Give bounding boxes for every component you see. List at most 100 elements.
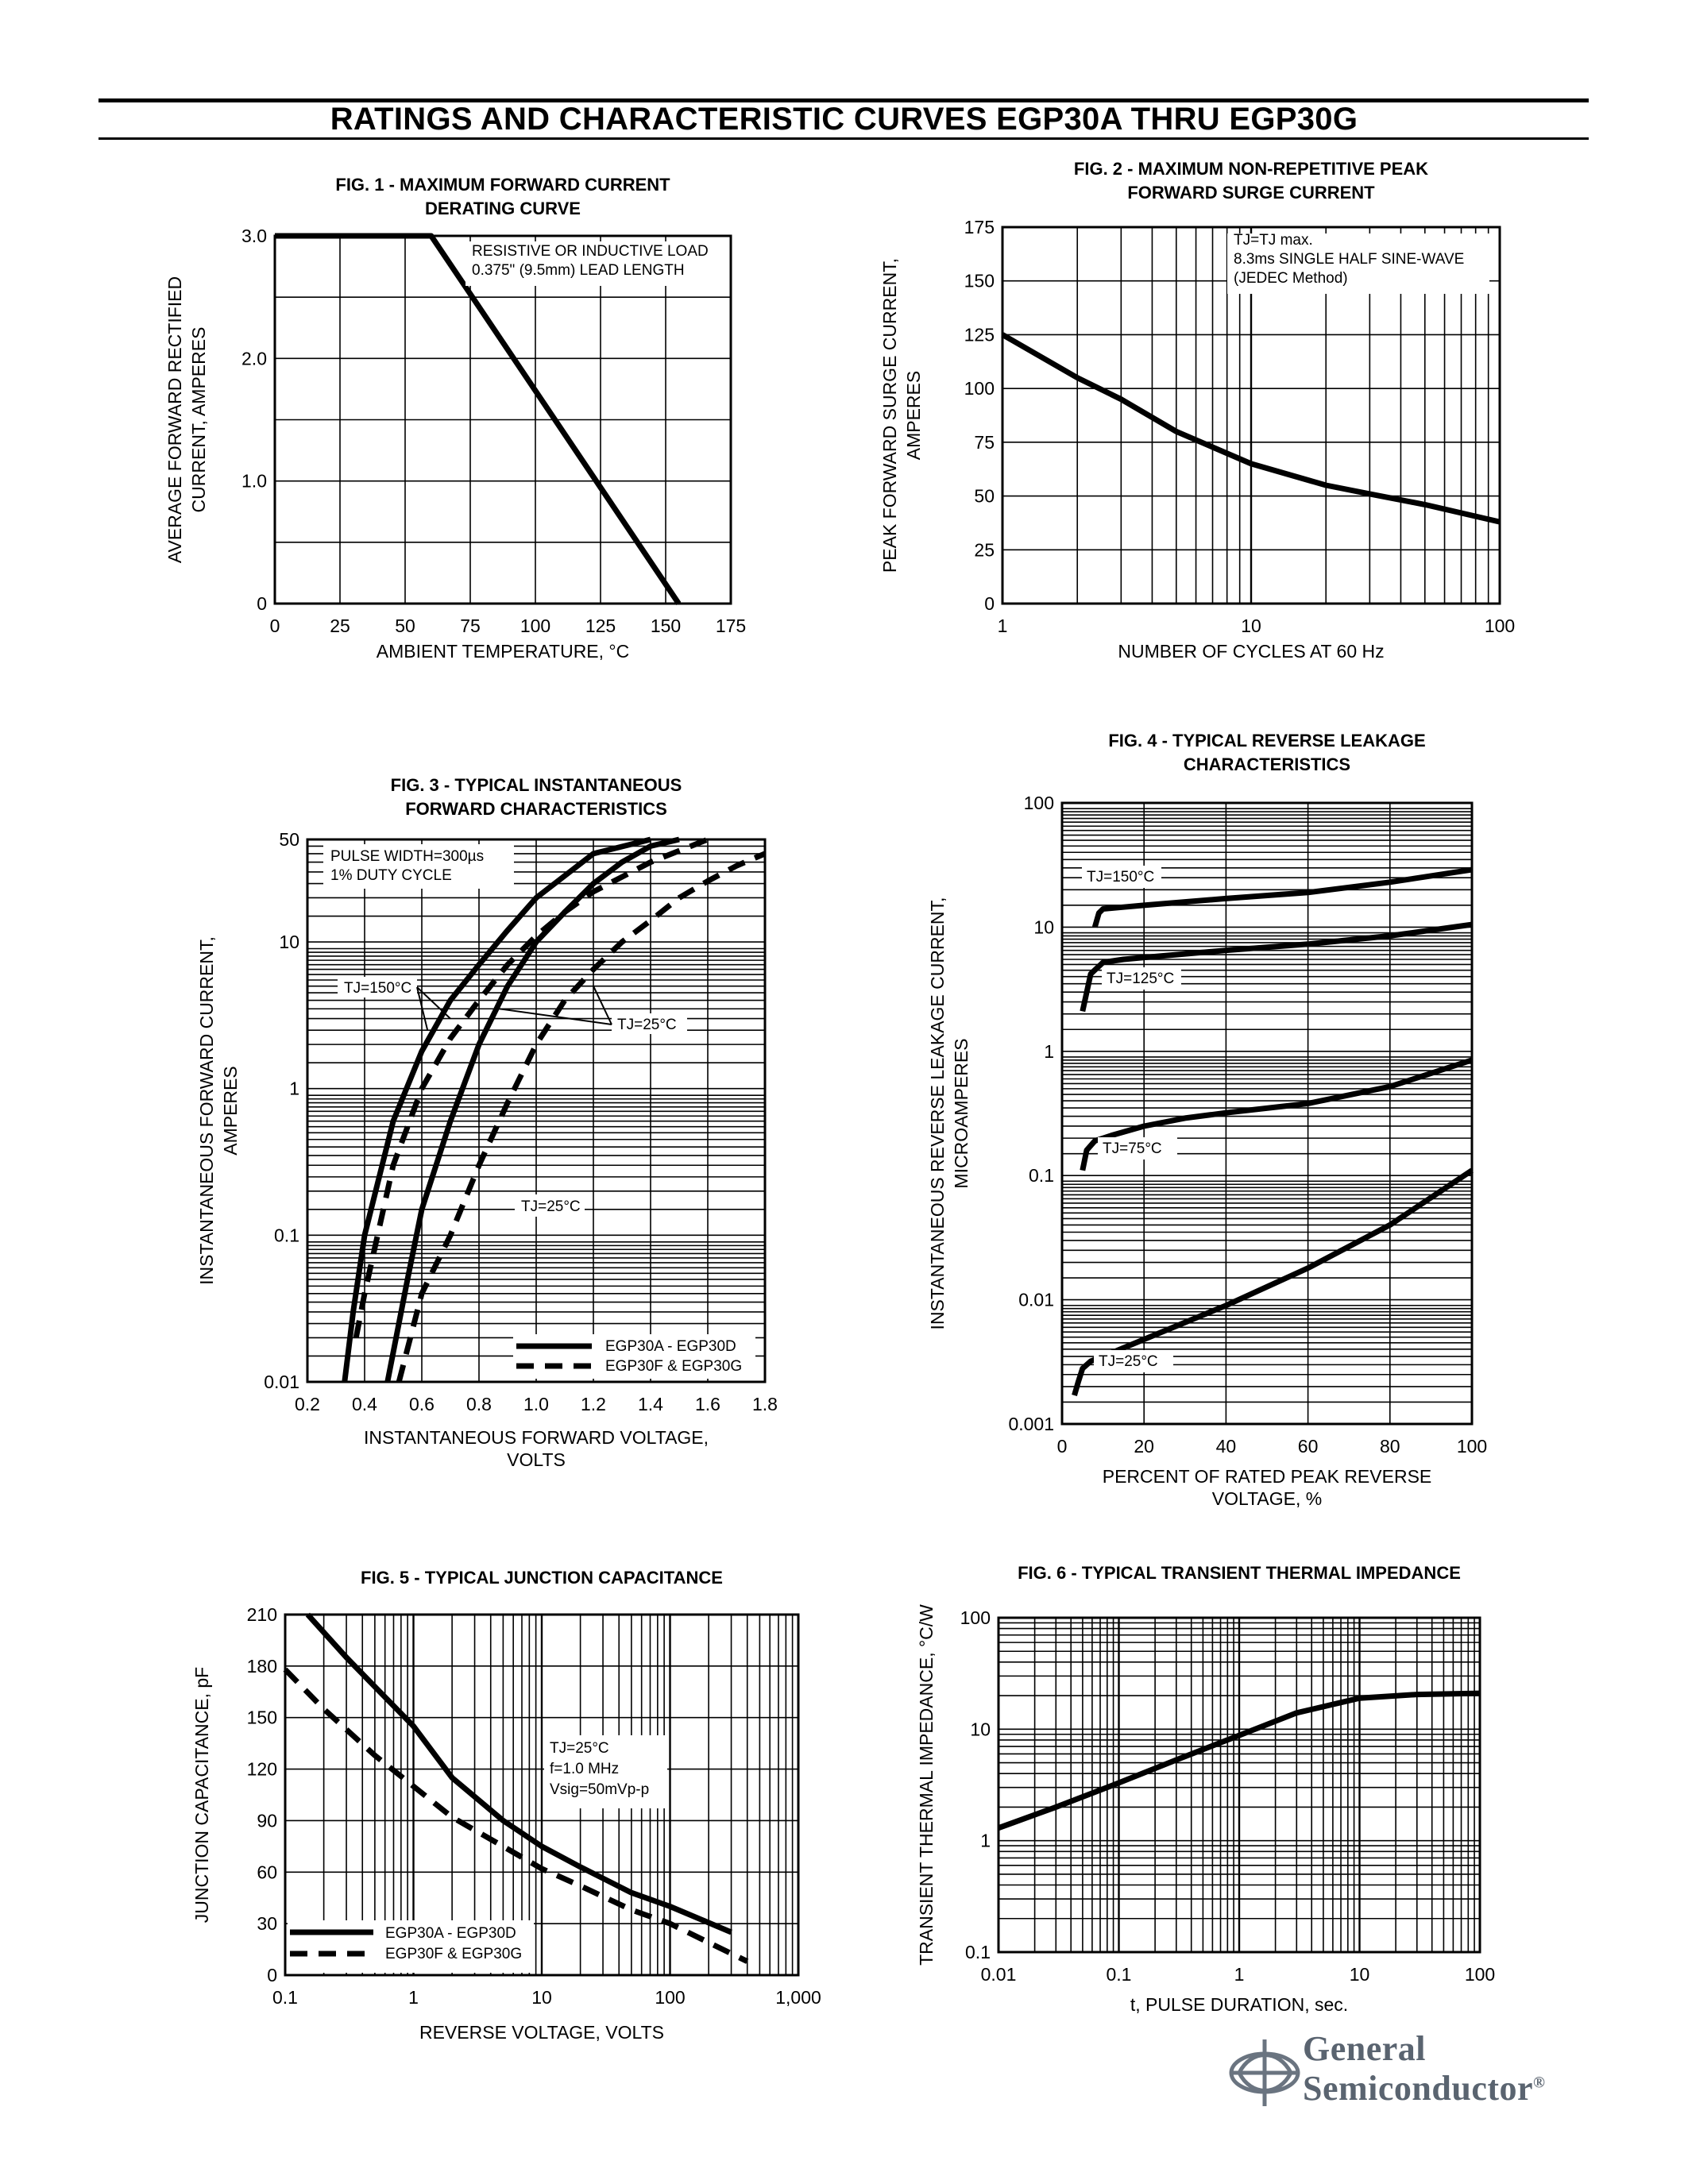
fig3-y-tick-label: 0.01 xyxy=(264,1372,299,1392)
fig4-series-line-3 xyxy=(1080,1057,1474,1171)
general-semiconductor-logo-icon xyxy=(1229,2039,1300,2106)
fig5-y-axis-label: JUNCTION CAPACITANCE, pF xyxy=(191,1667,212,1923)
fig5-conditions-text: Vsig=50mVp-p xyxy=(550,1781,649,1798)
fig4-x-axis-label: PERCENT OF RATED PEAK REVERSE xyxy=(1103,1466,1432,1487)
fig5-x-tick-label: 1 xyxy=(408,1987,419,2008)
fig2-y-tick-label: 0 xyxy=(984,593,995,614)
fig2-x-tick-label: 100 xyxy=(1485,615,1515,636)
fig6-x-tick-label: 0.01 xyxy=(981,1964,1017,1985)
fig3-title: FIG. 3 - TYPICAL INSTANTANEOUS xyxy=(391,775,682,795)
fig5-series-line-2 xyxy=(283,1667,749,1964)
fig1-title: DERATING CURVE xyxy=(425,199,581,218)
fig4-curve-label: TJ=75°C xyxy=(1103,1140,1162,1157)
fig3-x-tick-label: 0.4 xyxy=(352,1394,377,1414)
fig2-series-line-1 xyxy=(1001,332,1501,525)
fig1-annotation-text: RESISTIVE OR INDUCTIVE LOAD xyxy=(472,243,709,260)
fig3-y-tick-label: 0.1 xyxy=(274,1225,299,1245)
fig3-x-tick-label: 1.2 xyxy=(581,1394,606,1414)
fig3-y-axis-label: AMPERES xyxy=(220,1066,241,1155)
fig3-series-line-4 xyxy=(396,851,767,1383)
fig4-y-tick-label: 0.001 xyxy=(1008,1414,1054,1434)
fig2-plot-frame xyxy=(1001,226,1501,605)
fig4-series-line-2 xyxy=(1080,921,1473,1013)
top-rule xyxy=(98,98,1589,102)
fig4-curve-label-background xyxy=(1082,866,1161,888)
fig2-annotation-text: TJ=TJ max. xyxy=(1234,232,1313,249)
fig3-y-tick-label: 1 xyxy=(289,1078,299,1099)
fig1-x-tick-label: 50 xyxy=(395,615,415,636)
fig1-annotation-background xyxy=(465,241,728,286)
fig6-x-tick-label: 1 xyxy=(1234,1964,1245,1985)
fig1-x-tick-label: 125 xyxy=(585,615,616,636)
fig3-tj25-lower-label-background xyxy=(515,1194,585,1217)
fig5-y-tick-label: 120 xyxy=(247,1759,277,1780)
fig3-x-axis-label: VOLTS xyxy=(507,1449,566,1470)
fig4-x-tick-label: 20 xyxy=(1134,1436,1154,1457)
fig5-x-tick-label: 1,000 xyxy=(775,1987,821,2008)
fig3-y-tick-label: 10 xyxy=(279,932,299,952)
fig3-y-tick-label: 50 xyxy=(279,829,299,850)
fig1-plot-frame xyxy=(273,234,732,605)
fig3-series-line-1 xyxy=(342,836,651,1383)
fig2-y-tick-label: 150 xyxy=(964,271,995,291)
fig2-y-tick-label: 25 xyxy=(974,539,995,560)
fig2-title: FORWARD SURGE CURRENT xyxy=(1127,183,1375,203)
fig1-y-tick-label: 2.0 xyxy=(241,348,267,369)
fig2-y-tick-label: 175 xyxy=(964,217,995,237)
fig1-x-tick-label: 75 xyxy=(460,615,481,636)
fig3-tj150-label-background xyxy=(338,977,417,997)
fig6-y-tick-label: 0.1 xyxy=(965,1942,991,1962)
fig3-plot-frame xyxy=(306,838,767,1383)
fig6-y-axis-label: TRANSIENT THERMAL IMPEDANCE, °C/W xyxy=(916,1604,937,1966)
fig5-conditions-text: f=1.0 MHz xyxy=(550,1761,619,1777)
fig3-tj150-pointer-line xyxy=(416,986,429,1031)
fig4-x-tick-label: 80 xyxy=(1380,1436,1400,1457)
fig3-pulse-note-background xyxy=(323,844,514,889)
fig3-x-tick-label: 1.6 xyxy=(695,1394,720,1414)
title-underline xyxy=(98,137,1589,140)
fig2-y-tick-label: 100 xyxy=(964,378,995,399)
fig5-conditions-text: TJ=25°C xyxy=(550,1740,609,1757)
fig4-series-line-4 xyxy=(1072,1167,1474,1396)
fig2-annotation-background xyxy=(1227,233,1489,294)
fig5-plot-frame xyxy=(284,1613,800,1977)
fig6-title: FIG. 6 - TYPICAL TRANSIENT THERMAL IMPED… xyxy=(1018,1563,1461,1583)
fig4-series-line-1 xyxy=(1091,866,1473,928)
fig1-x-tick-label: 100 xyxy=(520,615,550,636)
fig2-title: FIG. 2 - MAXIMUM NON-REPETITIVE PEAK xyxy=(1074,159,1428,179)
fig5-x-axis-label: REVERSE VOLTAGE, VOLTS xyxy=(419,2022,664,2043)
fig2-y-tick-label: 125 xyxy=(964,324,995,345)
fig5-legend-background xyxy=(288,1920,534,1973)
fig5-y-tick-label: 60 xyxy=(257,1862,277,1882)
fig3-x-tick-label: 0.8 xyxy=(466,1394,492,1414)
fig1-series-line-1 xyxy=(275,233,682,605)
fig5-x-tick-label: 10 xyxy=(531,1987,552,2008)
fig1-x-tick-label: 25 xyxy=(330,615,350,636)
fig4-curve-label: TJ=25°C xyxy=(1099,1353,1158,1370)
fig4-curve-label-background xyxy=(1098,1137,1177,1160)
fig3-tj25-pointer-line xyxy=(593,986,612,1025)
fig3-tj25-pointer-line xyxy=(499,1008,612,1025)
brand-name-line2: Semiconductor® xyxy=(1303,2069,1546,2108)
fig5-y-tick-label: 210 xyxy=(247,1604,277,1625)
fig6-series-line-1 xyxy=(997,1690,1481,1831)
fig3-legend-label: EGP30F & EGP30G xyxy=(605,1358,742,1375)
fig4-title: FIG. 4 - TYPICAL REVERSE LEAKAGE xyxy=(1108,731,1425,751)
fig6-plot-frame xyxy=(997,1616,1481,1954)
fig5-series-line-1 xyxy=(305,1612,732,1935)
fig3-title: FORWARD CHARACTERISTICS xyxy=(405,799,667,819)
fig6-x-tick-label: 100 xyxy=(1465,1964,1495,1985)
fig3-tj25-label: TJ=25°C xyxy=(617,1017,677,1033)
fig6-y-tick-label: 10 xyxy=(970,1719,991,1739)
fig5-y-tick-label: 0 xyxy=(267,1965,277,1985)
fig5-y-tick-label: 30 xyxy=(257,1913,277,1934)
fig2-y-axis-label: PEAK FORWARD SURGE CURRENT, xyxy=(879,258,900,573)
fig5-y-tick-label: 180 xyxy=(247,1656,277,1677)
fig4-y-tick-label: 0.1 xyxy=(1029,1165,1054,1186)
fig1-y-tick-label: 3.0 xyxy=(241,226,267,246)
fig1-x-axis-label: AMBIENT TEMPERATURE, °C xyxy=(377,641,629,662)
fig4-y-tick-label: 1 xyxy=(1044,1041,1054,1062)
fig1-x-tick-label: 175 xyxy=(716,615,746,636)
fig3-legend-background xyxy=(513,1334,755,1379)
